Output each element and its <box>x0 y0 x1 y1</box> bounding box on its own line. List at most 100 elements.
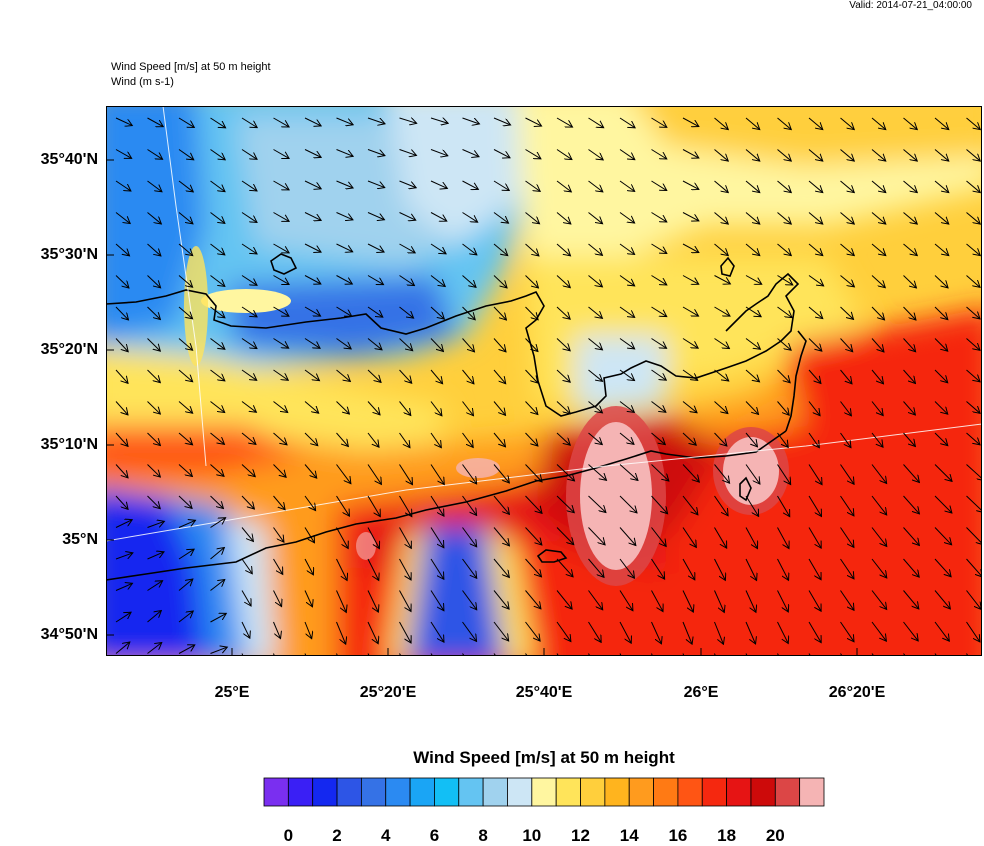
wind-arrow <box>777 432 789 447</box>
wind-arrow <box>777 275 793 285</box>
wind-arrow <box>241 212 257 223</box>
wind-arrow <box>304 117 321 126</box>
colorbar-swatch <box>336 777 362 807</box>
lat-label-35-20: 35°20'N <box>40 341 98 358</box>
wind-arrow <box>840 212 855 225</box>
wind-arrow <box>462 432 474 447</box>
wind-arrow <box>871 243 886 256</box>
wind-arrow <box>399 338 413 351</box>
wind-arrow <box>399 401 411 416</box>
wind-arrow <box>619 180 635 191</box>
wind-arrow <box>147 495 161 509</box>
wind-arrow <box>651 527 667 547</box>
wind-arrow <box>871 464 887 484</box>
wind-arrow <box>493 306 506 320</box>
colorbar-label: 12 <box>571 826 590 845</box>
wind-arrow <box>147 117 164 127</box>
wind-arrow <box>147 521 165 528</box>
wind-arrow <box>840 117 855 130</box>
wind-arrow <box>714 432 727 446</box>
wind-arrow <box>178 243 193 256</box>
wind-arrow <box>619 432 634 444</box>
wind-arrow <box>682 401 697 413</box>
wind-arrow <box>808 338 822 352</box>
wind-arrow <box>588 527 606 545</box>
wind-arrow <box>903 275 917 288</box>
lon-label-25-00: 25°E <box>214 684 250 701</box>
wind-arrow <box>934 401 948 415</box>
wind-arrow <box>115 520 132 528</box>
wind-arrow <box>556 621 571 642</box>
wind-arrow <box>934 527 952 545</box>
colorbar-swatch <box>750 777 776 807</box>
wind-arrow <box>588 495 606 513</box>
wind-arrow <box>556 306 570 319</box>
wind-arrow <box>714 369 729 381</box>
wind-arrow <box>210 117 226 128</box>
wind-arrow <box>651 243 667 253</box>
wind-arrow <box>871 212 886 225</box>
wind-arrow <box>556 243 571 256</box>
wind-arrow <box>367 621 378 644</box>
wind-arrow <box>808 180 823 193</box>
wind-arrow <box>903 590 919 609</box>
wind-arrow <box>903 117 918 130</box>
wind-arrow <box>210 647 228 654</box>
colorbar-swatch <box>628 777 654 807</box>
colorbar-label: 18 <box>717 826 737 845</box>
wind-arrow <box>493 369 506 384</box>
wind-arrow <box>651 401 666 413</box>
wind-arrow <box>115 338 128 352</box>
wind-arrow <box>399 149 417 156</box>
wind-arrow <box>903 464 920 483</box>
wind-arrow <box>273 212 290 222</box>
wind-arrow <box>682 527 696 548</box>
wind-arrow <box>367 180 385 188</box>
wind-arrow <box>367 401 380 415</box>
wind-arrow <box>903 306 916 320</box>
wind-arrow <box>777 149 792 162</box>
wind-arrow <box>588 180 603 192</box>
wind-arrow <box>493 180 509 191</box>
wind-arrow <box>178 149 194 160</box>
wind-arrow <box>714 338 730 349</box>
wind-arrow <box>273 149 290 159</box>
wind-arrow <box>115 275 129 288</box>
wind-arrow <box>651 275 667 285</box>
wind-arrow <box>840 306 854 319</box>
wind-arrow <box>178 495 192 508</box>
wind-arrow <box>210 580 225 591</box>
wind-arrow <box>462 306 476 320</box>
wind-arrow <box>210 306 225 318</box>
wind-arrow <box>241 464 255 477</box>
wind-arrow <box>210 518 226 528</box>
colorbar-swatch <box>774 777 801 807</box>
wind-arrow <box>651 369 667 380</box>
wind-arrow <box>430 306 444 319</box>
wind-arrow <box>273 432 288 445</box>
wind-arrow <box>934 432 948 446</box>
wind-arrow <box>714 212 729 225</box>
colorbar-label: 14 <box>619 826 639 845</box>
wind-arrow <box>462 464 477 484</box>
wind-arrow <box>525 527 542 546</box>
wind-arrow <box>304 527 314 543</box>
wind-arrow <box>115 180 131 191</box>
wind-arrow <box>273 338 289 349</box>
wind-arrow <box>462 212 478 223</box>
wind-arrow <box>934 369 948 383</box>
wind-arrow <box>304 464 317 479</box>
wind-arrow <box>399 306 414 318</box>
wind-arrow <box>934 243 949 256</box>
wind-arrow <box>588 338 603 350</box>
wind-arrow <box>556 338 570 351</box>
colorbar-swatch <box>701 777 728 807</box>
wind-arrow <box>777 369 791 383</box>
wind-arrow <box>966 432 981 445</box>
wind-arrow <box>682 149 699 159</box>
wind-arrow <box>556 590 572 610</box>
colorbar-label: 20 <box>765 826 785 845</box>
colorbar-swatch <box>482 777 508 807</box>
wind-arrow <box>210 613 227 623</box>
wind-arrow <box>304 558 313 575</box>
